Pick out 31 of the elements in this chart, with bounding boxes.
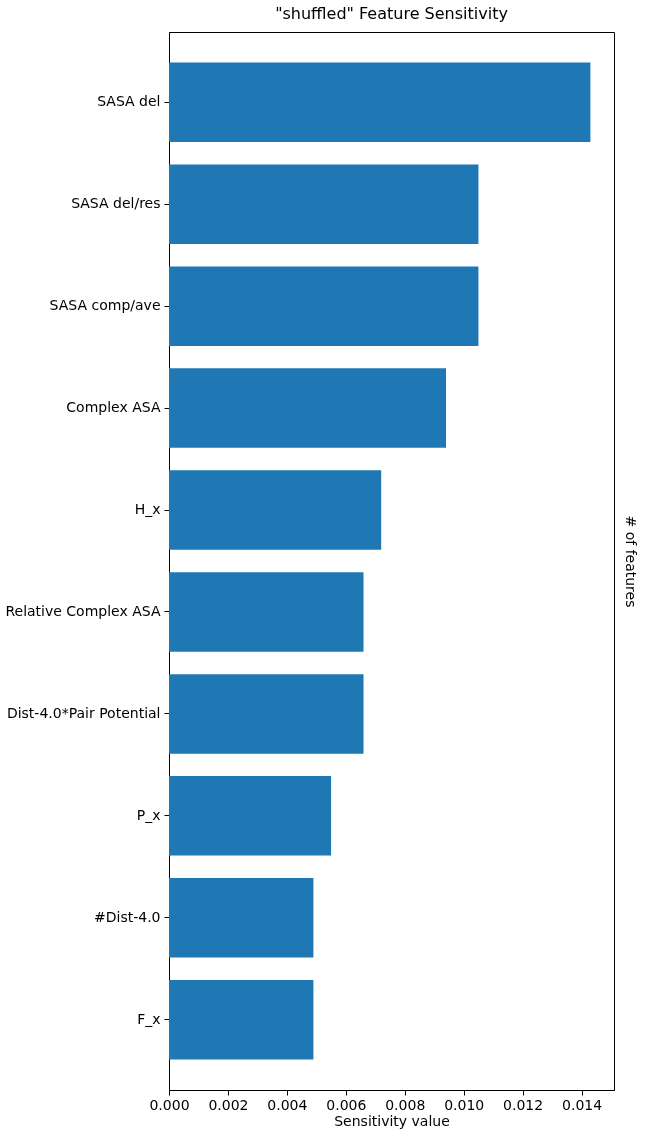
x-tick-label: 0.002 [208,1096,249,1113]
x-axis-title: Sensitivity value [334,1112,450,1129]
y-tick-label: SASA del [97,93,161,110]
y-tick-label: Complex ASA [66,399,161,416]
bar [169,979,314,1060]
bar [169,877,314,958]
bar [169,776,332,856]
x-tick-label: 0.000 [149,1096,190,1113]
y-tick-label: SASA comp/ave [49,297,161,314]
x-tick-label: 0.006 [326,1096,367,1113]
x-tick-label: 0.004 [267,1096,308,1113]
x-tick-label: 0.012 [503,1096,544,1113]
bar [169,572,364,652]
y-tick-label: Relative Complex ASA [5,602,161,619]
y-tick-label: SASA del/res [71,195,161,212]
y-tick-label: F_x [137,1010,161,1027]
bar [169,62,591,143]
bar [169,164,479,245]
bar [169,266,479,346]
y2-axis-title: # of features [622,515,639,608]
x-tick-label: 0.010 [444,1096,485,1113]
chart-title: "shuffled" Feature Sensitivity [275,4,508,23]
y-tick-label: H_x [134,501,161,518]
x-tick-label: 0.014 [562,1096,603,1113]
bar [169,674,364,754]
y-tick-label: Dist-4.0*Pair Potential [6,704,161,721]
y-tick-label: P_x [136,806,161,823]
x-tick-label: 0.008 [385,1096,426,1113]
bar [169,470,382,550]
bar [169,368,447,448]
y-tick-label: #Dist-4.0 [94,908,161,925]
